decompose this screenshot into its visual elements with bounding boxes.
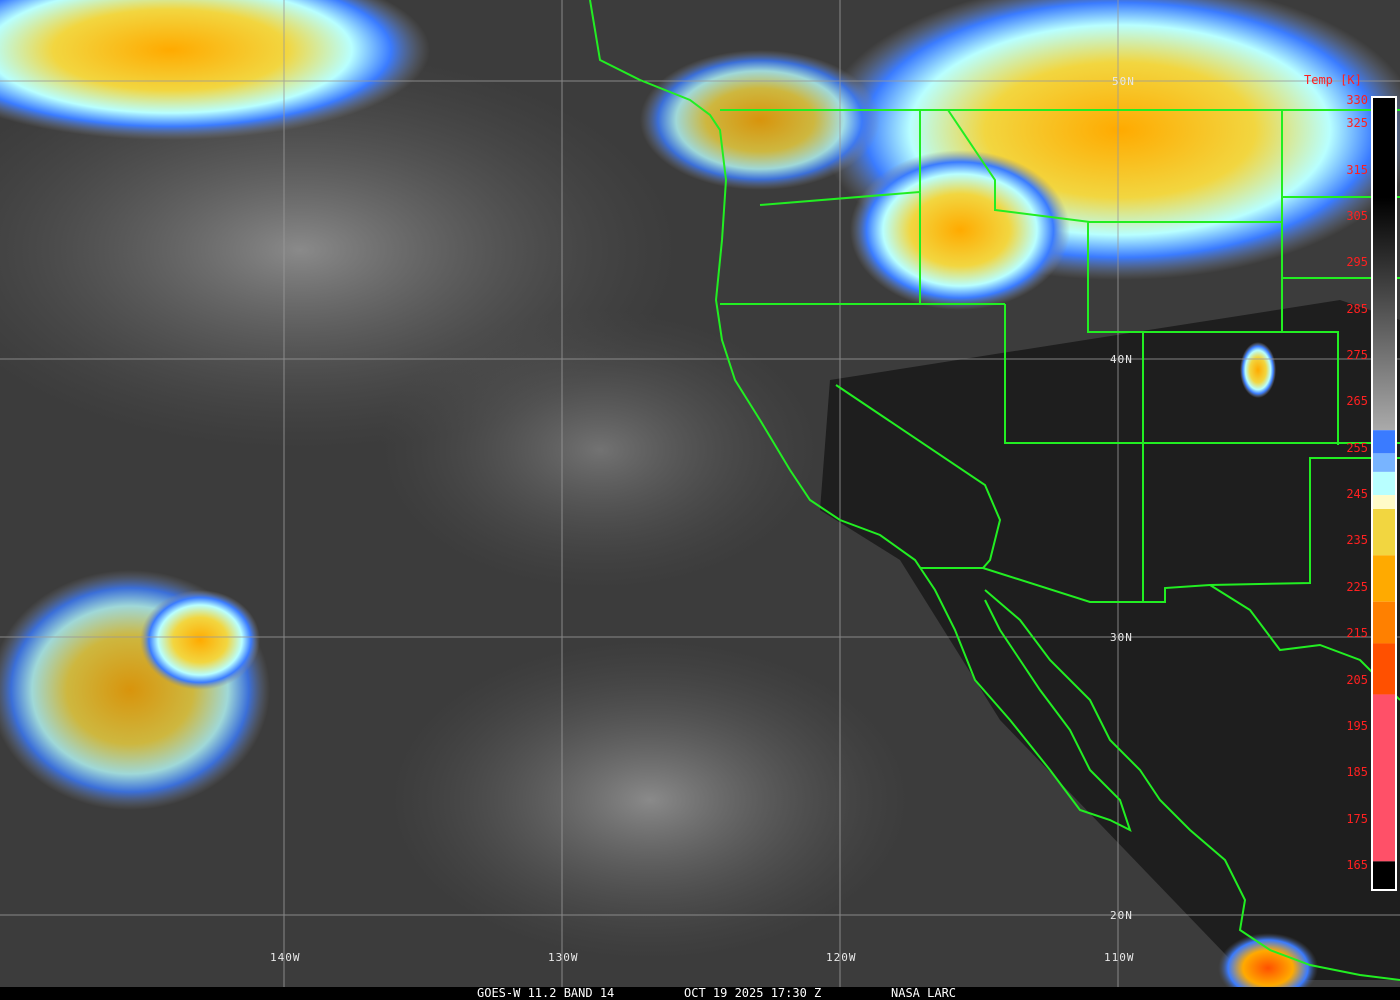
colorbar-tick-label: 275 xyxy=(1346,348,1368,362)
colorbar-segment xyxy=(1373,430,1395,454)
land-dark xyxy=(820,300,1400,980)
colorbar-tick-label: 265 xyxy=(1346,394,1368,409)
lat-label-20n: 20N xyxy=(1110,909,1133,922)
colorbar-title: Temp [K] xyxy=(1304,73,1362,87)
colorbar-segment xyxy=(1373,694,1395,862)
coastline xyxy=(589,0,1132,832)
colorbar-segment xyxy=(1373,453,1395,472)
colorbar-tick-label: 175 xyxy=(1346,811,1368,826)
colorbar-segment xyxy=(1373,495,1395,509)
colorbar-tick-label: 315 xyxy=(1346,162,1368,177)
lat-label-30n: 30N xyxy=(1110,631,1133,644)
colorbar xyxy=(1371,96,1397,891)
lon-label-110w: 110W xyxy=(1104,951,1135,964)
colorbar-segment xyxy=(1373,471,1395,496)
colorbar-tick-label: 195 xyxy=(1346,718,1368,733)
lon-label-120w: 120W xyxy=(826,951,857,964)
colorbar-tick-label: 330 xyxy=(1346,93,1368,107)
colorbar-tick-label: 205 xyxy=(1346,672,1368,687)
colorbar-segment xyxy=(1373,601,1395,644)
colorbar-segment xyxy=(1373,509,1395,556)
lon-label-140w: 140W xyxy=(270,951,301,964)
colorbar-tick-label: 305 xyxy=(1346,208,1368,223)
cold-cloud xyxy=(850,150,1070,310)
caption-satellite: GOES-W 11.2 BAND 14 xyxy=(477,986,615,1000)
caption-datetime: OCT 19 2025 17:30 Z xyxy=(684,986,822,1000)
colorbar-segment xyxy=(1373,861,1395,889)
lon-label-130w: 130W xyxy=(548,951,579,964)
lat-label-40n: 40N xyxy=(1110,353,1133,366)
colorbar-tick-label: 225 xyxy=(1346,579,1368,594)
convective-cloud xyxy=(1218,933,1318,1000)
cold-cloud xyxy=(140,590,260,690)
colorbar-tick-label: 215 xyxy=(1346,626,1368,641)
cold-cloud xyxy=(0,0,430,140)
coastline-mainland xyxy=(984,589,1400,981)
lat-label-50n: 50N xyxy=(1112,75,1135,88)
state-borders xyxy=(720,109,1400,603)
cloud-field xyxy=(380,310,820,590)
coastlines-borders xyxy=(589,0,1400,981)
colorbar-tick-label: 285 xyxy=(1346,301,1368,316)
colorbar-tick-label: 165 xyxy=(1346,858,1368,872)
cold-cloud xyxy=(640,50,880,190)
colorbar-segment xyxy=(1373,98,1395,431)
rio-grande-coast xyxy=(1209,584,1400,701)
caption-bar: GOES-W 11.2 BAND 14 OCT 19 2025 17:30 Z NA… xyxy=(0,987,1400,1000)
colorbar-tick-label: 245 xyxy=(1346,487,1368,502)
cold-cloud xyxy=(1240,342,1276,398)
caption-source: NASA LARC xyxy=(891,986,957,1000)
colorbar-tick-label: 295 xyxy=(1346,255,1368,270)
colorbar-tick-label: 255 xyxy=(1346,440,1368,455)
cloud-field xyxy=(390,640,910,960)
colorbar-segment xyxy=(1373,643,1395,695)
colorbar-segment xyxy=(1373,555,1395,602)
colorbar-tick-label: 185 xyxy=(1346,765,1368,780)
colorbar-tick-label: 325 xyxy=(1346,116,1368,131)
colorbar-tick-label: 235 xyxy=(1346,533,1368,548)
